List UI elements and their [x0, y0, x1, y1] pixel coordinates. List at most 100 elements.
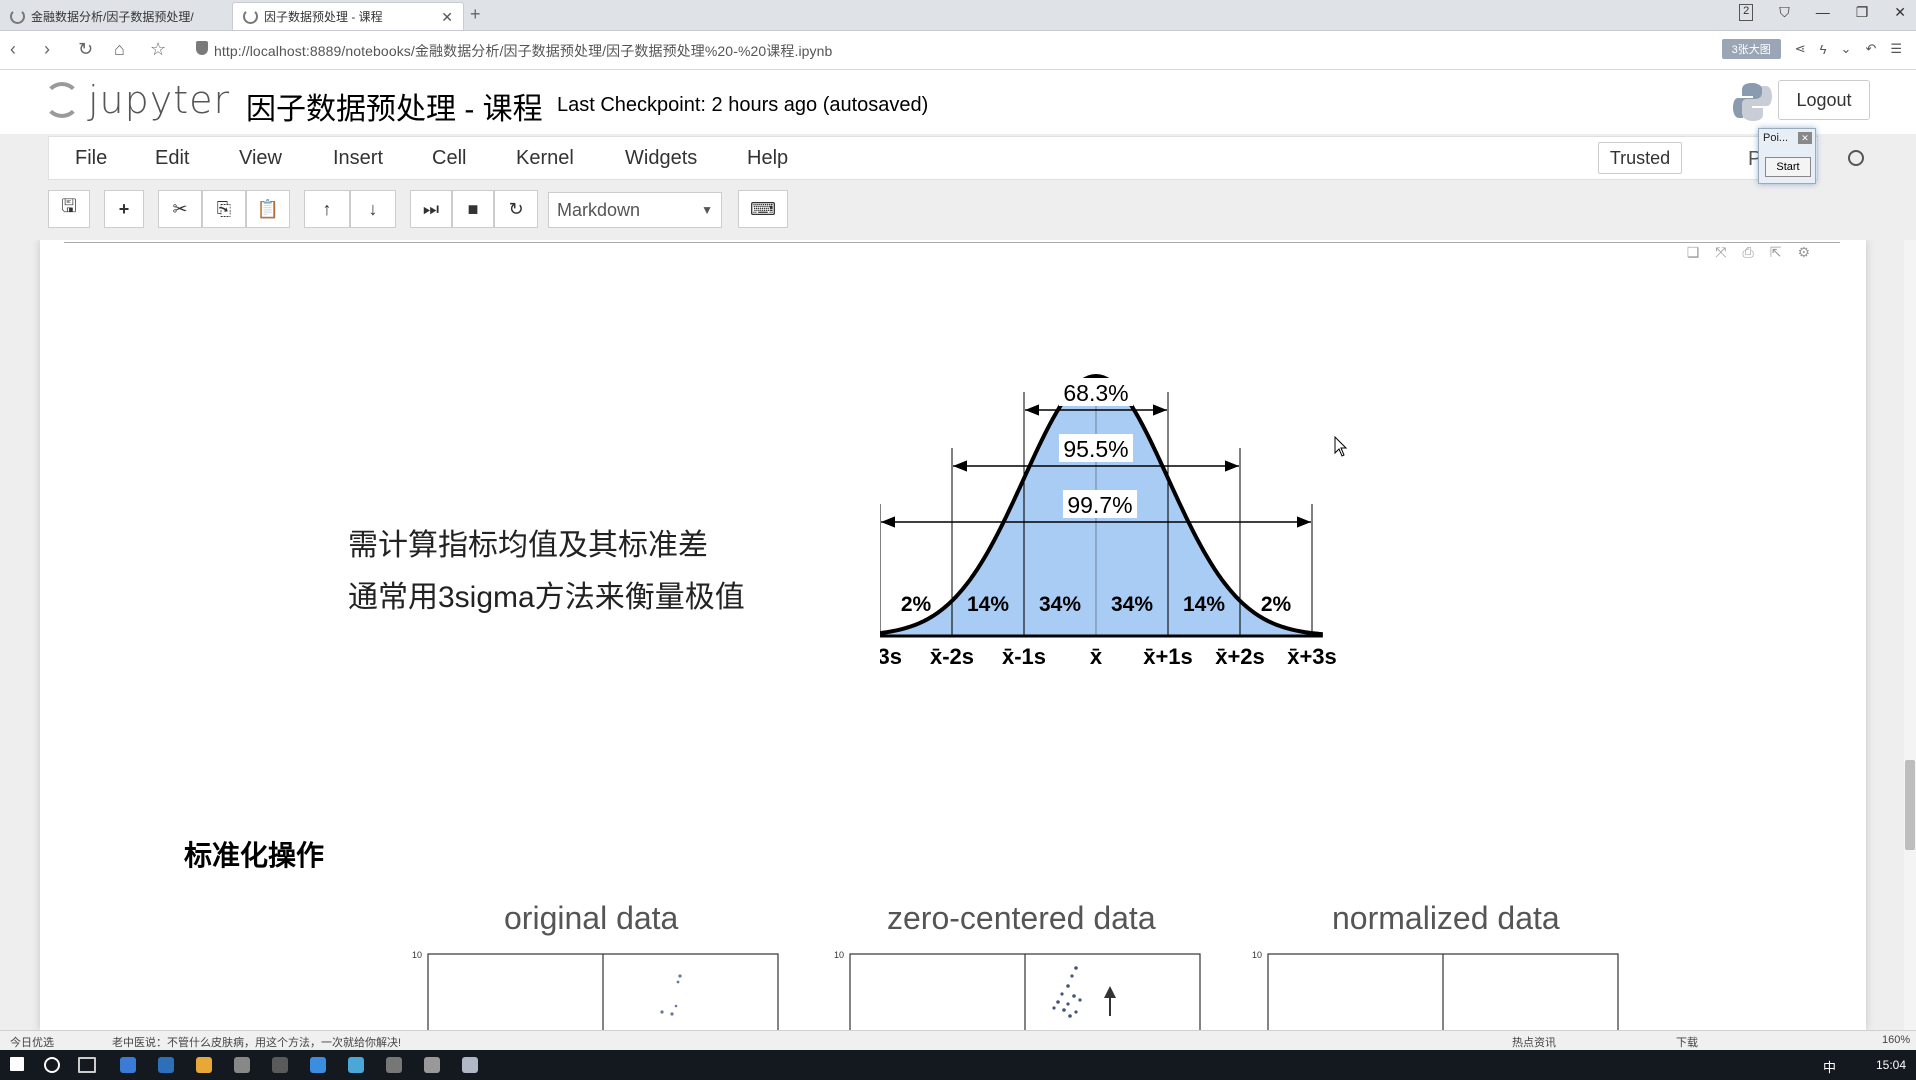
notebook-area: ❏ ⤧ ⎙ ⇱ ⚙ 需计算指标均值及其标准差 通常用3sigma方法来衡量极值 … [0, 240, 1916, 1030]
search-icon[interactable] [44, 1057, 60, 1073]
segment-label: 14% [967, 593, 1009, 616]
page-scrollbar[interactable] [1904, 240, 1916, 1030]
logout-button[interactable]: Logout [1778, 80, 1870, 120]
undo-icon[interactable]: ↶ [1865, 41, 1877, 56]
reload-icon[interactable]: ↻ [78, 39, 94, 59]
plot-normalized: 10 [1252, 950, 1619, 1030]
copy-button[interactable]: ⎘ [202, 190, 246, 228]
cell-expand-icon[interactable]: ⤧ [1715, 244, 1727, 260]
stop-button[interactable]: ■ [452, 190, 494, 228]
cell-type-select[interactable]: Markdown ▼ [548, 192, 722, 228]
menu-edit[interactable]: Edit [155, 147, 190, 169]
shirt-icon[interactable]: ⛉ [1779, 4, 1790, 20]
command-palette-button[interactable]: ⌨ [738, 190, 788, 228]
move-up-button[interactable]: ↑ [304, 190, 350, 228]
restart-button[interactable]: ↻ [494, 190, 538, 228]
band-label-bg [1059, 378, 1133, 406]
status-news[interactable]: 热点资讯 [1512, 1037, 1556, 1049]
section-heading: 标准化操作 [184, 840, 325, 871]
menu-icon[interactable]: ☰ [1890, 41, 1902, 56]
band-label: 95.5% [1063, 436, 1128, 462]
checkpoint-status: Last Checkpoint: 2 hours ago (autosaved) [557, 94, 929, 116]
close-tab-icon[interactable]: ✕ [441, 9, 453, 25]
plot-original: 10 [412, 950, 779, 1030]
status-download[interactable]: 下载 [1676, 1037, 1698, 1049]
save-button[interactable]: 🖫 [48, 190, 90, 228]
plot-tick: 10 [834, 950, 844, 960]
taskbar-app-icon[interactable] [272, 1057, 288, 1073]
dropdown-arrow-icon: ▼ [701, 203, 713, 217]
python-logo-icon [1733, 83, 1772, 121]
mouse-cursor-icon [1334, 436, 1348, 457]
save-icon: 🖫 [61, 196, 77, 216]
popup-close-icon[interactable]: ✕ [1798, 132, 1812, 144]
ime-indicator[interactable]: 中 [1822, 1060, 1836, 1075]
share-icon[interactable]: ⋖ [1794, 41, 1806, 56]
image-pill[interactable]: 3张大图 [1721, 39, 1781, 59]
jupyter-header: jupyter 因子数据预处理 - 课程 Last Checkpoint: 2 … [0, 70, 1916, 134]
cut-button[interactable]: ✂ [158, 190, 202, 228]
shield-icon [196, 41, 208, 55]
new-tab-button[interactable]: + [470, 4, 481, 24]
band-label-bg [1059, 434, 1133, 462]
address-bar: ‹ › ↻ ⌂ ☆ http://localhost:8889/notebook… [0, 31, 1916, 70]
taskbar-app-icon[interactable] [348, 1057, 364, 1073]
cell-save-icon[interactable]: ⎙ [1742, 244, 1754, 260]
taskbar-app-icon[interactable] [310, 1057, 326, 1073]
status-left[interactable]: 今日优选 [10, 1037, 54, 1049]
loading-icon [10, 8, 25, 24]
jupyter-logo-icon [44, 82, 80, 118]
scrollbar-thumb[interactable] [1905, 760, 1915, 850]
paste-button[interactable]: 📋 [246, 190, 290, 228]
taskbar-app-icon[interactable] [120, 1057, 136, 1073]
status-zoom[interactable]: 160% [1882, 1034, 1911, 1046]
loading-icon [243, 9, 258, 24]
segment-label: 34% [1111, 593, 1153, 616]
band-label-bg [1063, 490, 1137, 518]
plot-zero-centered: 10 [834, 950, 1201, 1030]
restart-icon: ↻ [508, 198, 524, 219]
menu-view[interactable]: View [239, 147, 282, 169]
taskbar-app-icon[interactable] [158, 1057, 174, 1073]
star-icon[interactable]: ☆ [150, 39, 167, 59]
menu-cell[interactable]: Cell [432, 147, 467, 169]
windows-start-icon[interactable] [10, 1057, 24, 1071]
home-icon[interactable]: ⌂ [114, 39, 125, 59]
menu-insert[interactable]: Insert [333, 147, 384, 169]
browser-tab-active[interactable]: 因子数据预处理 - 课程 ✕ [232, 2, 464, 30]
status-ad[interactable]: 老中医说：不管什么皮肤病，用这个方法，一次就给你解决! [112, 1037, 402, 1049]
minimize-button[interactable]: — [1815, 4, 1830, 20]
cell-copy-icon[interactable]: ❏ [1686, 244, 1700, 260]
taskbar-app-icon[interactable] [234, 1057, 250, 1073]
taskbar-app-icon[interactable] [462, 1057, 478, 1073]
x-tick-label: x̄+1s [1143, 644, 1193, 669]
lightning-icon[interactable]: ϟ [1819, 41, 1827, 57]
popup-start-button[interactable]: Start [1765, 157, 1811, 177]
back-button[interactable]: ‹ [10, 39, 16, 59]
taskbar-app-icon[interactable] [196, 1057, 212, 1073]
url-input[interactable]: http://localhost:8889/notebooks/金融数据分析/因… [214, 43, 833, 59]
cell-settings-icon[interactable]: ⚙ [1797, 244, 1810, 260]
insert-cell-button[interactable]: + [104, 190, 144, 228]
trusted-indicator[interactable]: Trusted [1598, 142, 1682, 174]
forward-button[interactable]: › [44, 39, 50, 59]
taskbar-app-icon[interactable] [386, 1057, 402, 1073]
taskbar-app-icon[interactable] [424, 1057, 440, 1073]
jupyter-logo[interactable]: jupyter [44, 78, 230, 122]
browser-tab[interactable]: 金融数据分析/因子数据预处理/ [0, 2, 230, 30]
close-window-button[interactable]: ✕ [1894, 4, 1906, 20]
run-button[interactable]: ⏭ [410, 190, 452, 228]
menu-widgets[interactable]: Widgets [625, 147, 698, 169]
maximize-button[interactable]: ❐ [1855, 4, 1869, 20]
cell-share-icon[interactable]: ⇱ [1769, 244, 1782, 260]
menu-kernel[interactable]: Kernel [516, 147, 574, 169]
plot-title-zero-centered: zero-centered data [887, 900, 1156, 936]
plot-title-normalized: normalized data [1332, 900, 1560, 936]
menu-file[interactable]: File [75, 147, 108, 169]
task-view-icon[interactable] [78, 1057, 96, 1073]
notebook-title[interactable]: 因子数据预处理 - 课程 [246, 93, 543, 126]
move-down-button[interactable]: ↓ [350, 190, 396, 228]
menu-help[interactable]: Help [747, 147, 789, 169]
tab-count-badge[interactable]: 2 [1739, 4, 1754, 21]
chevron-down-icon[interactable]: ⌄ [1840, 41, 1852, 56]
